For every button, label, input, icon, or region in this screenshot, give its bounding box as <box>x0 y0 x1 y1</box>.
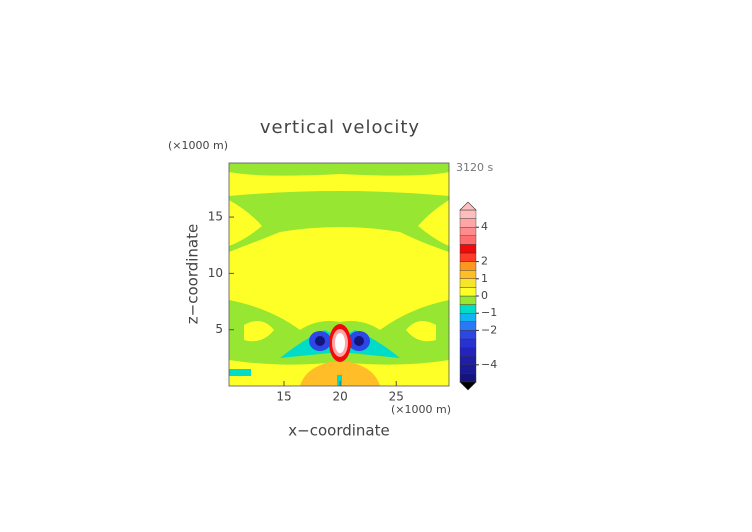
field-region <box>337 375 342 386</box>
colorbar-segment <box>459 235 477 245</box>
colorbar-segment <box>459 244 477 254</box>
colorbar-segment <box>459 287 477 297</box>
x-tick-label: 25 <box>389 390 404 404</box>
colorbar-segment <box>459 226 477 236</box>
colorbar-segment <box>459 373 477 383</box>
colorbar-segment <box>459 321 477 331</box>
time-label: 3120 s <box>456 161 493 174</box>
colorbar-tick-label: −2 <box>481 323 497 336</box>
colorbar-segment <box>459 364 477 374</box>
colorbar-segment <box>459 304 477 314</box>
y-axis-label: z−coordinate <box>184 224 202 324</box>
field-region <box>229 191 449 252</box>
x-axis-label: x−coordinate <box>288 422 389 440</box>
y-tick-label: 5 <box>215 322 223 336</box>
field-region <box>244 321 436 342</box>
colorbar-tick-label: −1 <box>481 306 497 319</box>
field-region <box>315 336 325 346</box>
field-region <box>300 362 380 386</box>
colorbar-segment <box>459 252 477 262</box>
colorbar-tick-label: 2 <box>481 255 488 268</box>
colorbar-segment <box>459 295 477 305</box>
x-unit: (×1000 m) <box>391 403 451 416</box>
field-region <box>354 336 364 346</box>
colorbar-segment <box>459 347 477 357</box>
colorbar-segment <box>459 278 477 288</box>
colorbar-segment <box>459 330 477 340</box>
colorbar-segment <box>459 338 477 348</box>
x-tick-label: 15 <box>276 390 291 404</box>
colorbar-tick-label: −4 <box>481 358 497 371</box>
colorbar-segment <box>459 261 477 271</box>
plot-frame <box>228 162 450 387</box>
colorbar-extend-top <box>459 201 477 211</box>
field-region <box>335 333 345 353</box>
chart-title: vertical velocity <box>260 117 420 138</box>
colorbar-segment <box>459 209 477 219</box>
y-tick-label: 10 <box>208 266 223 280</box>
colorbar-tick-label: 0 <box>481 289 488 302</box>
colorbar-segment <box>459 218 477 228</box>
colorbar-segment <box>459 313 477 323</box>
colorbar-extend-bottom <box>459 381 477 391</box>
field-region <box>229 369 251 376</box>
x-tick-label: 20 <box>332 390 347 404</box>
colorbar-segment <box>459 356 477 366</box>
colorbar-tick-label: 4 <box>481 220 488 233</box>
field-region <box>229 163 449 176</box>
y-unit: (×1000 m) <box>168 139 228 152</box>
y-tick-label: 15 <box>208 210 223 224</box>
contour-field <box>229 163 449 386</box>
colorbar-tick-label: 1 <box>481 272 488 285</box>
colorbar-segment <box>459 270 477 280</box>
